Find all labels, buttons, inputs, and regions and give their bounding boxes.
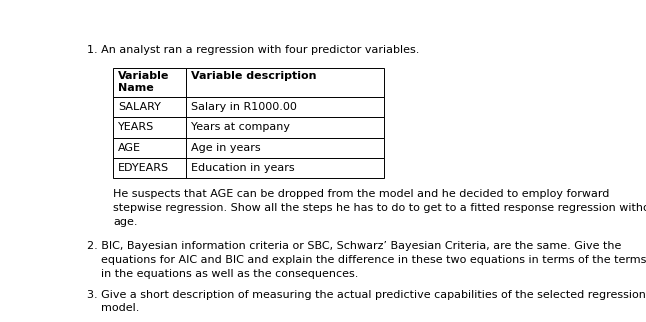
Text: SALARY: SALARY bbox=[118, 102, 161, 112]
Bar bbox=[186, 117, 384, 137]
Bar bbox=[186, 97, 384, 117]
Text: 2. BIC, Bayesian information criteria or SBC, Schwarz’ Bayesian Criteria, are th: 2. BIC, Bayesian information criteria or… bbox=[87, 242, 646, 279]
Text: Variable description: Variable description bbox=[191, 71, 317, 81]
Text: EDYEARS: EDYEARS bbox=[118, 163, 169, 173]
Text: Age in years: Age in years bbox=[191, 143, 260, 153]
Text: Years at company: Years at company bbox=[191, 122, 290, 132]
Text: Variable
Name: Variable Name bbox=[118, 71, 170, 93]
Text: 3. Give a short description of measuring the actual predictive capabilities of t: 3. Give a short description of measuring… bbox=[87, 290, 645, 313]
Bar bbox=[113, 137, 186, 158]
Text: 1. An analyst ran a regression with four predictor variables.: 1. An analyst ran a regression with four… bbox=[87, 45, 419, 55]
Text: AGE: AGE bbox=[118, 143, 141, 153]
Bar bbox=[113, 158, 186, 178]
Text: Education in years: Education in years bbox=[191, 163, 295, 173]
Text: He suspects that AGE can be dropped from the model and he decided to employ forw: He suspects that AGE can be dropped from… bbox=[113, 189, 646, 227]
Bar bbox=[186, 68, 384, 97]
Bar bbox=[113, 117, 186, 137]
Bar bbox=[113, 97, 186, 117]
Bar bbox=[186, 158, 384, 178]
Bar bbox=[186, 137, 384, 158]
Text: Salary in R1000.00: Salary in R1000.00 bbox=[191, 102, 297, 112]
Bar bbox=[113, 68, 186, 97]
Text: YEARS: YEARS bbox=[118, 122, 154, 132]
